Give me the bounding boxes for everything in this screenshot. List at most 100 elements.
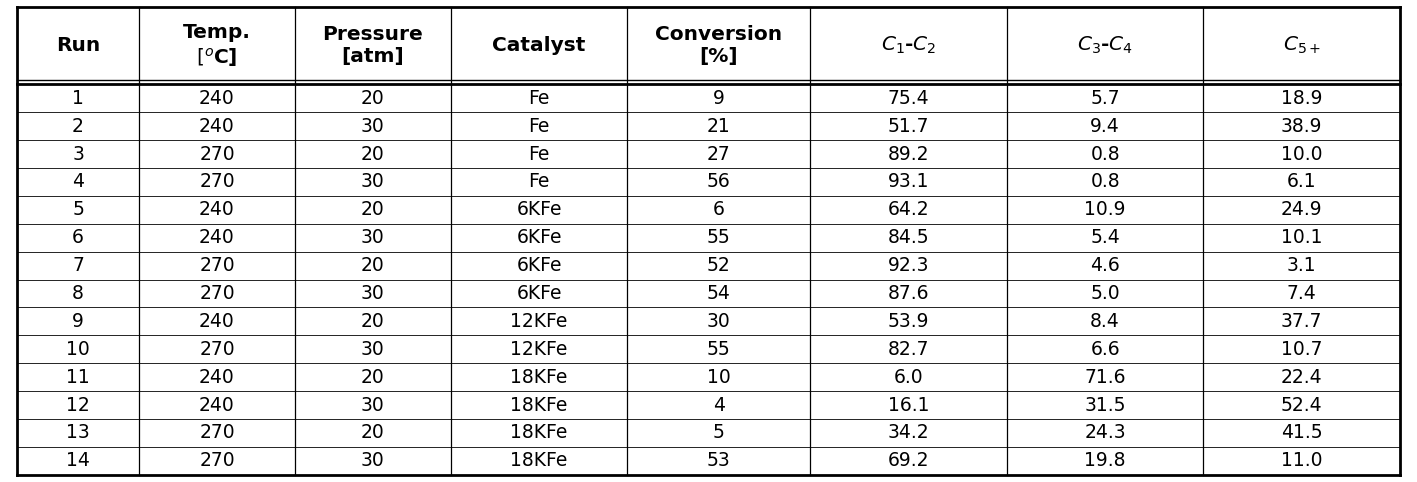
- Text: Catalyst: Catalyst: [492, 36, 585, 55]
- Text: 14: 14: [67, 451, 89, 470]
- Text: 10.0: 10.0: [1281, 145, 1322, 163]
- Text: 1: 1: [72, 89, 84, 108]
- Text: 24.3: 24.3: [1084, 424, 1127, 442]
- Text: 11: 11: [67, 368, 89, 387]
- Text: 52.4: 52.4: [1281, 396, 1322, 415]
- Text: 6: 6: [72, 228, 84, 247]
- Text: 6KFe: 6KFe: [516, 201, 561, 219]
- Text: 21: 21: [707, 117, 731, 136]
- Text: 5.0: 5.0: [1090, 284, 1119, 303]
- Text: 9.4: 9.4: [1090, 117, 1119, 136]
- Text: 30: 30: [707, 312, 731, 331]
- Text: 18KFe: 18KFe: [510, 396, 568, 415]
- Text: 51.7: 51.7: [887, 117, 930, 136]
- Text: 9: 9: [713, 89, 724, 108]
- Text: 6KFe: 6KFe: [516, 284, 561, 303]
- Text: 30: 30: [361, 340, 385, 359]
- Text: 20: 20: [361, 145, 385, 163]
- Text: 8.4: 8.4: [1090, 312, 1119, 331]
- Text: 52: 52: [707, 256, 731, 275]
- Text: 7: 7: [72, 256, 84, 275]
- Text: 4: 4: [72, 173, 84, 191]
- Text: 6.0: 6.0: [894, 368, 924, 387]
- Text: 18KFe: 18KFe: [510, 451, 568, 470]
- Text: 30: 30: [361, 451, 385, 470]
- Text: 34.2: 34.2: [887, 424, 930, 442]
- Text: 240: 240: [200, 201, 235, 219]
- Text: 240: 240: [200, 312, 235, 331]
- Text: 6: 6: [713, 201, 724, 219]
- Text: 22.4: 22.4: [1281, 368, 1322, 387]
- Text: 30: 30: [361, 117, 385, 136]
- Text: 18.9: 18.9: [1281, 89, 1322, 108]
- Text: 12KFe: 12KFe: [510, 340, 568, 359]
- Text: Fe: Fe: [529, 173, 550, 191]
- Text: 6KFe: 6KFe: [516, 228, 561, 247]
- Text: Fe: Fe: [529, 117, 550, 136]
- Text: 93.1: 93.1: [887, 173, 930, 191]
- Text: 270: 270: [200, 340, 235, 359]
- Text: 30: 30: [361, 173, 385, 191]
- Text: 69.2: 69.2: [887, 451, 930, 470]
- Text: 4.6: 4.6: [1090, 256, 1119, 275]
- Text: 2: 2: [72, 117, 84, 136]
- Text: 0.8: 0.8: [1090, 173, 1119, 191]
- Text: 82.7: 82.7: [887, 340, 930, 359]
- Text: 4: 4: [713, 396, 724, 415]
- Text: 55: 55: [707, 228, 731, 247]
- Text: 30: 30: [361, 228, 385, 247]
- Text: Run: Run: [55, 36, 101, 55]
- Text: 20: 20: [361, 424, 385, 442]
- Text: 13: 13: [67, 424, 89, 442]
- Text: 6.6: 6.6: [1090, 340, 1119, 359]
- Text: 84.5: 84.5: [887, 228, 930, 247]
- Text: 56: 56: [707, 173, 731, 191]
- Text: 75.4: 75.4: [887, 89, 930, 108]
- Text: 24.9: 24.9: [1281, 201, 1322, 219]
- Text: 19.8: 19.8: [1084, 451, 1127, 470]
- Text: 240: 240: [200, 368, 235, 387]
- Text: 3: 3: [72, 145, 84, 163]
- Text: 20: 20: [361, 89, 385, 108]
- Text: 18KFe: 18KFe: [510, 368, 568, 387]
- Text: 87.6: 87.6: [887, 284, 930, 303]
- Text: $C_{5+}$: $C_{5+}$: [1282, 35, 1321, 56]
- Text: 54: 54: [707, 284, 731, 303]
- Text: 270: 270: [200, 256, 235, 275]
- Text: 5.7: 5.7: [1090, 89, 1119, 108]
- Text: 10: 10: [67, 340, 89, 359]
- Text: 270: 270: [200, 424, 235, 442]
- Text: 20: 20: [361, 368, 385, 387]
- Text: 30: 30: [361, 396, 385, 415]
- Text: 240: 240: [200, 228, 235, 247]
- Text: 18KFe: 18KFe: [510, 424, 568, 442]
- Text: 92.3: 92.3: [887, 256, 930, 275]
- Text: Temp.
$[^o$C]: Temp. $[^o$C]: [183, 23, 251, 68]
- Text: 240: 240: [200, 117, 235, 136]
- Text: 270: 270: [200, 451, 235, 470]
- Text: 38.9: 38.9: [1281, 117, 1322, 136]
- Text: 37.7: 37.7: [1281, 312, 1322, 331]
- Text: 53: 53: [707, 451, 731, 470]
- Text: 6KFe: 6KFe: [516, 256, 561, 275]
- Text: 10.7: 10.7: [1281, 340, 1322, 359]
- Text: 10: 10: [707, 368, 731, 387]
- Text: 64.2: 64.2: [887, 201, 930, 219]
- Text: 5: 5: [72, 201, 84, 219]
- Text: Fe: Fe: [529, 145, 550, 163]
- Text: 7.4: 7.4: [1287, 284, 1316, 303]
- Text: 270: 270: [200, 145, 235, 163]
- Text: 55: 55: [707, 340, 731, 359]
- Text: Pressure
[atm]: Pressure [atm]: [323, 25, 424, 67]
- Text: 8: 8: [72, 284, 84, 303]
- Text: Fe: Fe: [529, 89, 550, 108]
- Text: 240: 240: [200, 396, 235, 415]
- Text: 3.1: 3.1: [1287, 256, 1316, 275]
- Text: 12KFe: 12KFe: [510, 312, 568, 331]
- Text: 53.9: 53.9: [887, 312, 930, 331]
- Text: 20: 20: [361, 201, 385, 219]
- Text: 11.0: 11.0: [1281, 451, 1322, 470]
- Text: 5.4: 5.4: [1090, 228, 1119, 247]
- Text: 20: 20: [361, 312, 385, 331]
- Text: 10.9: 10.9: [1084, 201, 1127, 219]
